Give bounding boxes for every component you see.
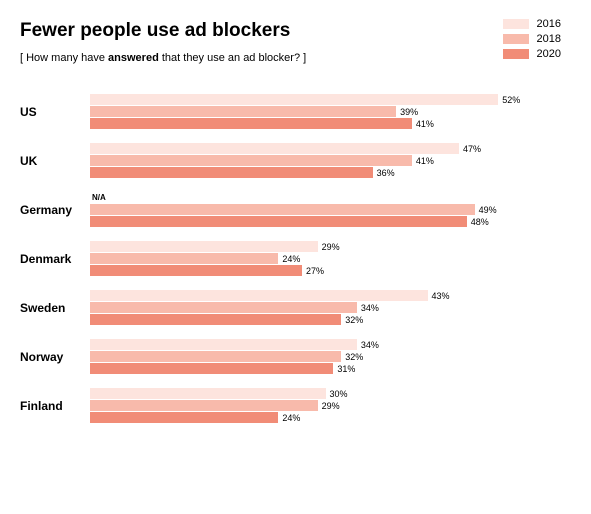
bar-row: N/A [90, 192, 561, 203]
bar-row: 41% [90, 155, 561, 166]
bars-container: 47% 41% 36% [90, 143, 561, 179]
bar-value-label: 48% [471, 217, 489, 227]
bar-row: 27% [90, 265, 561, 276]
na-label: N/A [90, 193, 106, 202]
bars-container: 30% 29% 24% [90, 388, 561, 424]
country-label: Sweden [20, 301, 90, 315]
bar-row: 49% [90, 204, 561, 215]
bar-row: 34% [90, 302, 561, 313]
legend: 2016 2018 2020 [503, 18, 561, 63]
country-label: US [20, 105, 90, 119]
bar-value-label: 39% [400, 107, 418, 117]
bar-row: 24% [90, 253, 561, 264]
bars-container: 34% 32% 31% [90, 339, 561, 375]
bar-row: 32% [90, 351, 561, 362]
country-label: Germany [20, 203, 90, 217]
legend-item: 2020 [503, 48, 561, 60]
bars-container: 29% 24% 27% [90, 241, 561, 277]
bar-value-label: 52% [502, 95, 520, 105]
bar-chart: US 52% 39% 41% UK 47% 41% 36% GermanyN/A 49% 48% De… [20, 94, 561, 424]
bar-row: 36% [90, 167, 561, 178]
bar-row: 34% [90, 339, 561, 350]
bar-value-label: 34% [361, 340, 379, 350]
chart-title: Fewer people use ad blockers [20, 20, 561, 42]
bar [90, 388, 326, 399]
legend-label: 2020 [537, 48, 561, 60]
bar-value-label: 31% [337, 364, 355, 374]
bar-value-label: 47% [463, 144, 481, 154]
bar-row: 31% [90, 363, 561, 374]
bar [90, 314, 341, 325]
bar-row: 52% [90, 94, 561, 105]
bar-row: 29% [90, 400, 561, 411]
country-group: Sweden 43% 34% 32% [20, 290, 561, 326]
bar-row: 30% [90, 388, 561, 399]
bar [90, 155, 412, 166]
legend-swatch [503, 34, 529, 44]
bar [90, 106, 396, 117]
bar [90, 351, 341, 362]
bar [90, 118, 412, 129]
bar [90, 302, 357, 313]
chart-subtitle: [ How many have answered that they use a… [20, 52, 561, 64]
country-label: UK [20, 154, 90, 168]
country-group: Denmark 29% 24% 27% [20, 241, 561, 277]
bar [90, 290, 428, 301]
bar-value-label: 24% [282, 254, 300, 264]
bar [90, 253, 278, 264]
bar-value-label: 27% [306, 266, 324, 276]
bar-value-label: 36% [377, 168, 395, 178]
bar [90, 204, 475, 215]
bar-value-label: 49% [479, 205, 497, 215]
bar-value-label: 32% [345, 315, 363, 325]
bar-row: 32% [90, 314, 561, 325]
bar-row: 43% [90, 290, 561, 301]
bar-value-label: 29% [322, 401, 340, 411]
country-group: Norway 34% 32% 31% [20, 339, 561, 375]
bar-row: 47% [90, 143, 561, 154]
country-label: Finland [20, 399, 90, 413]
bar [90, 412, 278, 423]
bar-value-label: 34% [361, 303, 379, 313]
bar-value-label: 29% [322, 242, 340, 252]
legend-item: 2018 [503, 33, 561, 45]
country-label: Norway [20, 350, 90, 364]
bar [90, 143, 459, 154]
bar [90, 339, 357, 350]
bar [90, 400, 318, 411]
bar-row: 24% [90, 412, 561, 423]
bar [90, 167, 373, 178]
legend-swatch [503, 19, 529, 29]
bar-row: 39% [90, 106, 561, 117]
bar [90, 363, 333, 374]
bar-value-label: 41% [416, 156, 434, 166]
bar [90, 94, 498, 105]
bar-row: 41% [90, 118, 561, 129]
bar [90, 241, 318, 252]
bars-container: N/A 49% 48% [90, 192, 561, 228]
bar [90, 216, 467, 227]
country-group: GermanyN/A 49% 48% [20, 192, 561, 228]
bar-value-label: 30% [330, 389, 348, 399]
bars-container: 52% 39% 41% [90, 94, 561, 130]
bar-value-label: 32% [345, 352, 363, 362]
legend-label: 2016 [537, 18, 561, 30]
bar-row: 29% [90, 241, 561, 252]
country-group: US 52% 39% 41% [20, 94, 561, 130]
bars-container: 43% 34% 32% [90, 290, 561, 326]
bar-row: 48% [90, 216, 561, 227]
bar-value-label: 24% [282, 413, 300, 423]
country-group: UK 47% 41% 36% [20, 143, 561, 179]
bar [90, 265, 302, 276]
legend-label: 2018 [537, 33, 561, 45]
bar-value-label: 43% [432, 291, 450, 301]
bar-value-label: 41% [416, 119, 434, 129]
legend-item: 2016 [503, 18, 561, 30]
country-label: Denmark [20, 252, 90, 266]
legend-swatch [503, 49, 529, 59]
country-group: Finland 30% 29% 24% [20, 388, 561, 424]
